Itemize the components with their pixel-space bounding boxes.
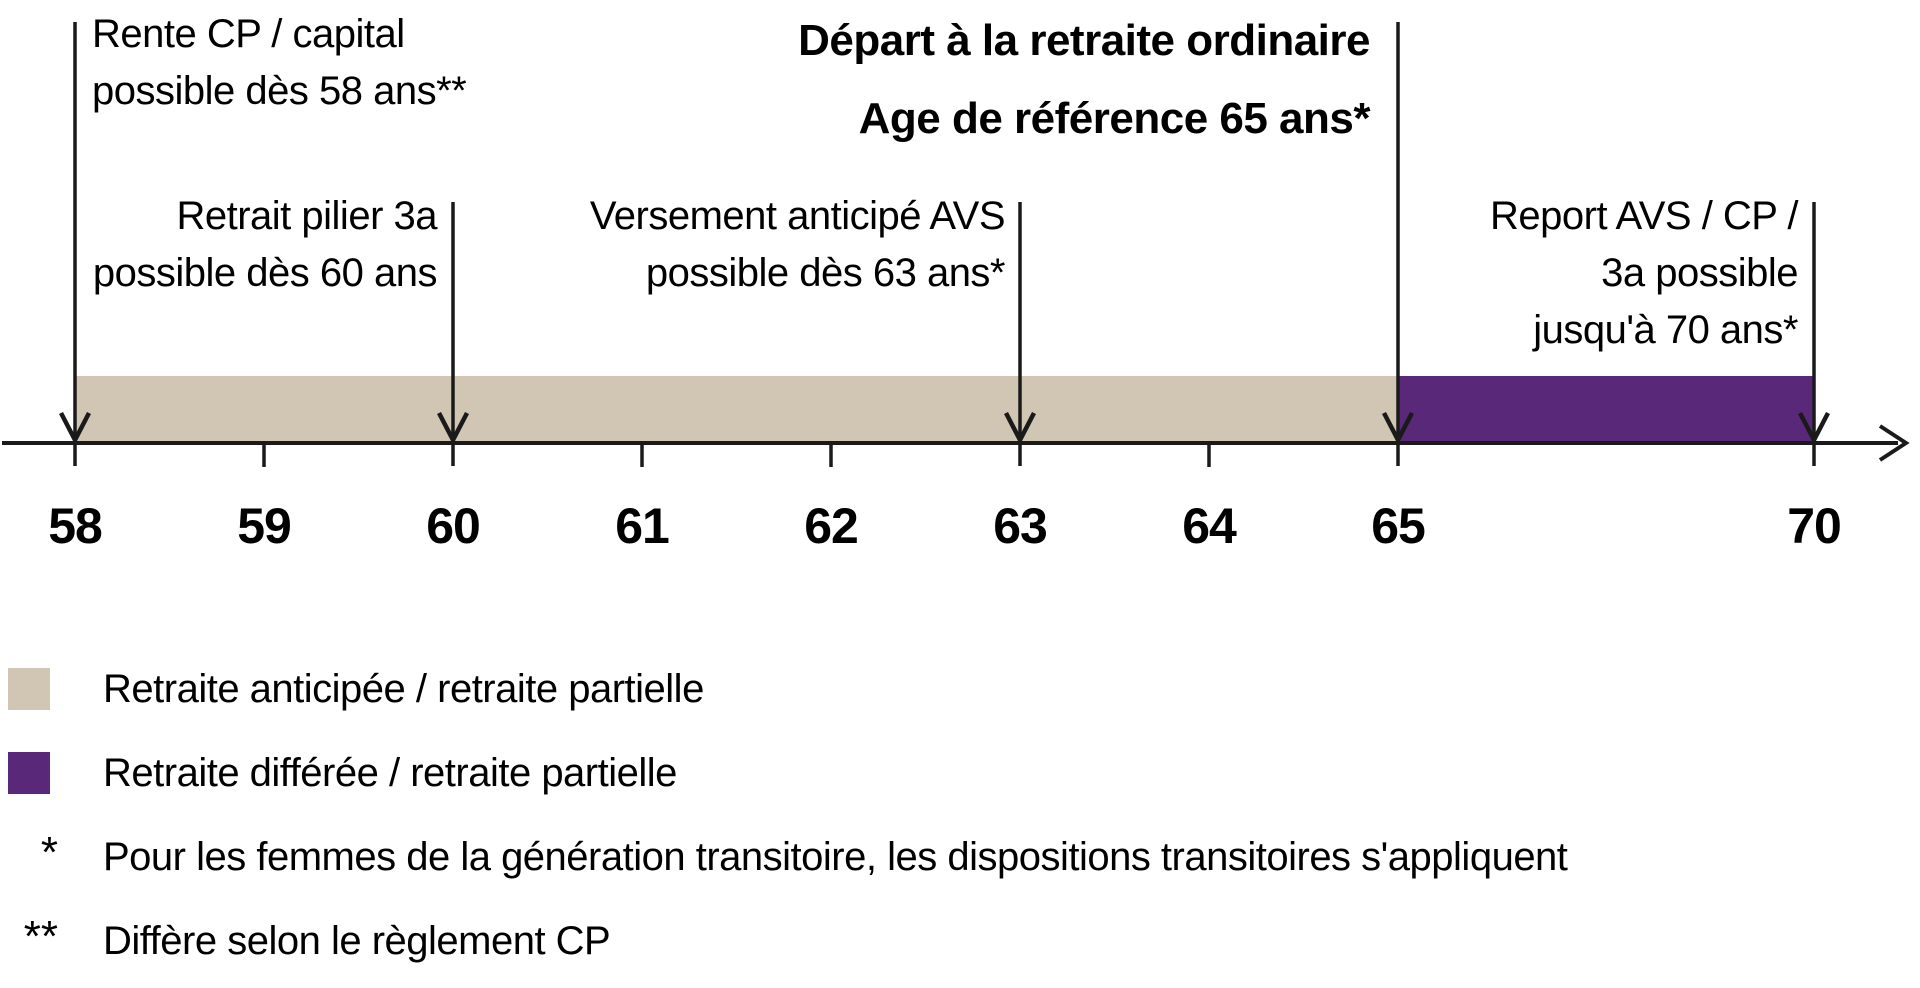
footnote-marker-double-asterisk: ** bbox=[23, 912, 58, 961]
segment-early-retirement-bar bbox=[75, 376, 1398, 443]
annotation-age-63-line1: Versement anticipé AVS bbox=[589, 194, 1006, 238]
legend-label-early-retirement: Retraite anticipée / retraite partielle bbox=[103, 667, 704, 711]
annotation-age-63: Versement anticipé AVS possible dès 63 a… bbox=[589, 188, 1006, 302]
tick-label-60: 60 bbox=[426, 498, 481, 554]
footnote-text-transitional-generation: Pour les femmes de la génération transit… bbox=[103, 835, 1568, 879]
annotation-age-58-line2: possible dès 58 ans** bbox=[92, 69, 467, 113]
annotation-age-70-line2: 3a possible bbox=[1601, 251, 1798, 295]
diagram-title: Départ à la retraite ordinaire Age de ré… bbox=[798, 2, 1370, 158]
diagram-title-line2: Age de référence 65 ans* bbox=[858, 94, 1371, 143]
down-arrow-icon-60 bbox=[437, 411, 469, 445]
tick-label-70: 70 bbox=[1787, 498, 1842, 554]
tick-label-59: 59 bbox=[237, 498, 292, 554]
segment-deferred-retirement-bar bbox=[1398, 376, 1814, 443]
annotation-age-60: Retrait pilier 3a possible dès 60 ans bbox=[92, 188, 438, 302]
diagram-title-line1: Départ à la retraite ordinaire bbox=[798, 16, 1370, 65]
annotation-age-58-line1: Rente CP / capital bbox=[92, 12, 405, 56]
annotation-age-60-line2: possible dès 60 ans bbox=[92, 251, 438, 295]
footnote-marker-single-asterisk: * bbox=[40, 828, 58, 877]
annotation-age-58: Rente CP / capital possible dès 58 ans** bbox=[92, 6, 467, 120]
legend-swatch-early-retirement bbox=[8, 668, 50, 710]
tick-label-62: 62 bbox=[804, 498, 859, 554]
axis-right-arrow-icon bbox=[1878, 424, 1910, 462]
tick-label-61: 61 bbox=[615, 498, 670, 554]
legend-label-deferred-retirement: Retraite différée / retraite partielle bbox=[103, 751, 677, 795]
down-arrow-icon-70 bbox=[1798, 411, 1830, 445]
annotation-age-60-line1: Retrait pilier 3a bbox=[176, 194, 437, 238]
tick-label-63: 63 bbox=[993, 498, 1048, 554]
down-arrow-icon-65 bbox=[1382, 411, 1414, 445]
down-arrow-icon-58 bbox=[59, 411, 91, 445]
annotation-age-70-line1: Report AVS / CP / bbox=[1490, 194, 1798, 238]
legend-swatch-deferred-retirement bbox=[8, 752, 50, 794]
tick-label-58: 58 bbox=[48, 498, 103, 554]
annotation-age-70: Report AVS / CP / 3a possible jusqu'à 70… bbox=[1490, 188, 1798, 359]
down-arrow-icon-63 bbox=[1004, 411, 1036, 445]
annotation-age-63-line2: possible dès 63 ans* bbox=[645, 251, 1006, 295]
footnote-text-pension-fund-rules: Diffère selon le règlement CP bbox=[103, 919, 611, 963]
annotation-age-70-line3: jusqu'à 70 ans* bbox=[1533, 308, 1798, 352]
tick-label-65: 65 bbox=[1371, 498, 1426, 554]
tick-label-64: 64 bbox=[1182, 498, 1237, 554]
